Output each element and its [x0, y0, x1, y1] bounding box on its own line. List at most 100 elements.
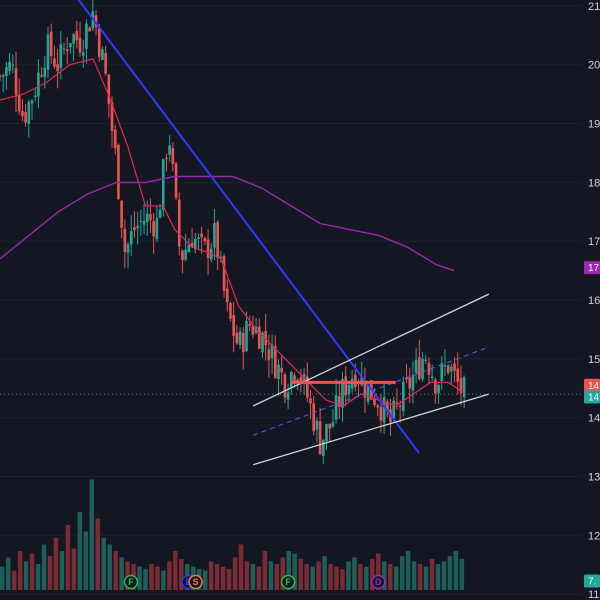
- candle-body: [235, 332, 239, 344]
- price-axis-badge[interactable]: 14: [584, 390, 600, 404]
- volume-bar: [244, 561, 250, 590]
- volume-bar: [399, 556, 405, 590]
- event-marker-s[interactable]: S: [188, 574, 203, 590]
- candle-body: [305, 376, 309, 398]
- candle-body: [174, 163, 178, 198]
- volume-bar: [17, 551, 23, 590]
- volume-bar: [268, 561, 274, 590]
- candle-body: [289, 372, 293, 389]
- candle-body: [139, 220, 143, 222]
- event-marker-label: D: [375, 577, 382, 587]
- candle-body: [21, 110, 24, 117]
- event-marker-circle[interactable]: [123, 574, 139, 590]
- price-axis-badge[interactable]: 7.: [584, 574, 600, 588]
- candle-body: [309, 398, 312, 404]
- volume-bar: [441, 561, 447, 590]
- volume-bar: [340, 569, 345, 590]
- volume-bar: [334, 566, 339, 590]
- candle-body: [299, 377, 303, 384]
- volume-bar: [89, 479, 95, 590]
- candle-body: [193, 238, 197, 250]
- event-marker-label: F: [128, 577, 134, 587]
- volume-bar: [310, 566, 315, 590]
- candle-body: [446, 365, 450, 373]
- candle-body: [427, 362, 431, 375]
- candle-body: [197, 237, 200, 240]
- event-marker-label: S: [193, 577, 199, 587]
- volume-bar: [280, 557, 286, 590]
- candle-body: [219, 256, 223, 258]
- candle-body: [37, 72, 40, 97]
- candle-body: [155, 218, 159, 240]
- candle-body: [117, 144, 120, 199]
- candle-body: [49, 31, 53, 57]
- volume-bar: [95, 518, 100, 590]
- candle-body: [241, 332, 245, 353]
- price-axis-background: [582, 0, 600, 600]
- volume-bar: [352, 557, 357, 590]
- candle-body: [286, 392, 290, 400]
- volume-bar: [388, 564, 393, 590]
- candle-body: [46, 34, 50, 70]
- volume-bar: [220, 566, 226, 590]
- candle-body: [414, 359, 418, 373]
- events-layer[interactable]: FESFD: [123, 574, 386, 590]
- price-axis-tick-label: 13: [588, 471, 600, 483]
- channel-lower-line[interactable]: [252, 393, 490, 466]
- price-axis-badge-bg: [584, 574, 600, 588]
- channel-upper-line[interactable]: [252, 293, 490, 407]
- price-axis-badge[interactable]: 14: [584, 378, 600, 392]
- volume-bar: [119, 557, 124, 590]
- candle-body: [338, 396, 341, 408]
- volume-bar: [292, 553, 297, 590]
- volume-bar: [393, 566, 399, 590]
- candle-body: [53, 58, 56, 67]
- candle-body: [251, 325, 255, 335]
- volume-bar: [382, 561, 387, 590]
- price-axis-tick-label: 19: [588, 119, 600, 131]
- candle-body: [402, 381, 405, 411]
- candle-body: [318, 421, 322, 455]
- volume-bar: [143, 569, 148, 590]
- volume-bar: [232, 557, 238, 590]
- candle-body: [373, 399, 376, 406]
- price-axis-tick-label: 16: [588, 295, 600, 307]
- candle-body: [421, 358, 424, 380]
- price-axis-badge-bg: [584, 261, 600, 275]
- event-marker-f[interactable]: F: [123, 574, 139, 590]
- event-marker-circle[interactable]: [188, 574, 203, 590]
- candle-body: [382, 397, 386, 423]
- candle-body: [264, 331, 267, 346]
- candle-body: [107, 74, 111, 105]
- volume-bar: [411, 561, 417, 590]
- channel-mid-line[interactable]: [252, 346, 490, 436]
- volume-bar: [23, 561, 29, 590]
- price-axis-badge[interactable]: 17: [584, 261, 600, 274]
- candle-body: [450, 366, 453, 372]
- volume-bar: [423, 566, 429, 590]
- volume-bar: [274, 564, 280, 590]
- candle-body: [40, 74, 43, 77]
- event-marker-circle[interactable]: [371, 574, 386, 590]
- candle-body: [97, 27, 101, 57]
- candle-body: [101, 49, 104, 60]
- volume-bar: [417, 564, 423, 590]
- drawings-layer[interactable]: [0, 0, 582, 466]
- candle-body: [334, 395, 338, 420]
- candle-body: [200, 233, 203, 238]
- event-marker-f[interactable]: F: [280, 574, 296, 590]
- candle-body: [129, 231, 133, 245]
- candle-body: [65, 49, 69, 52]
- candle-body: [376, 405, 380, 408]
- descending-trendline[interactable]: [70, 0, 420, 454]
- candle-body: [363, 380, 367, 398]
- event-marker-d[interactable]: D: [371, 574, 386, 590]
- candle-body: [366, 384, 370, 402]
- candle-body: [184, 249, 187, 260]
- price-axis-tick-label: 20: [588, 60, 600, 72]
- event-marker-circle[interactable]: [280, 574, 296, 590]
- volume-bar: [358, 564, 363, 590]
- candle-body: [315, 420, 319, 430]
